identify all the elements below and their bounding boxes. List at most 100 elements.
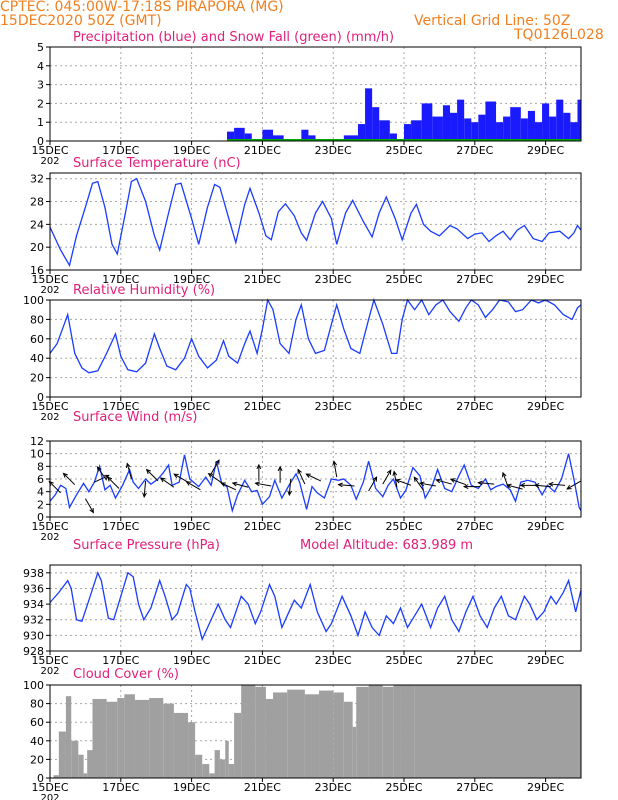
bar-precip: [273, 135, 284, 141]
bar-cloud: [219, 759, 226, 778]
wind-arrow: [173, 473, 189, 483]
bar-precip: [442, 105, 451, 141]
bar-cloud: [382, 686, 394, 778]
bar-precip: [357, 124, 366, 141]
panel-annotation: Model Altitude: 683.989 m: [300, 538, 473, 553]
bar-cloud: [368, 685, 383, 778]
y-tick-label: 1: [37, 116, 44, 129]
x-tick-label: 17DEC: [102, 273, 139, 286]
wind-arrow: [337, 482, 355, 488]
wind-arrow: [145, 468, 159, 482]
bar-cloud: [234, 712, 242, 778]
x-tick-label: 19DEC: [173, 781, 210, 794]
wind-arrow: [125, 462, 132, 480]
x-year-label: 202: [40, 666, 59, 677]
wind-arrow: [382, 469, 392, 485]
panel-title: Surface Temperature (nC): [73, 156, 241, 171]
wind-arrow: [477, 480, 495, 486]
wind-arrow: [106, 476, 120, 489]
wind-arrow: [449, 478, 467, 486]
bar-cloud: [195, 754, 203, 778]
x-tick-label: 19DEC: [173, 520, 210, 533]
x-tick-label: 27DEC: [456, 520, 493, 533]
y-tick-label: 32: [30, 173, 44, 186]
bar-cloud: [225, 740, 229, 778]
bar-cloud: [124, 694, 135, 778]
x-tick-label: 19DEC: [173, 273, 210, 286]
y-tick-label: 0: [37, 135, 44, 148]
bar-cloud: [352, 726, 357, 778]
x-tick-label: 23DEC: [315, 273, 352, 286]
x-year-label: 202: [40, 412, 59, 423]
wind-arrow: [305, 473, 322, 482]
x-tick-label: 25DEC: [385, 144, 422, 157]
bar-precip: [556, 99, 564, 141]
bar-precip: [450, 112, 458, 141]
y-tick-label: 930: [23, 629, 44, 642]
y-tick-label: 16: [30, 264, 44, 277]
x-tick-label: 19DEC: [173, 144, 210, 157]
series-line-pressure: [49, 570, 582, 642]
x-tick-label: 29DEC: [527, 273, 564, 286]
bar-cloud: [214, 750, 220, 778]
panel-title: Surface Wind (m/s): [73, 410, 197, 425]
y-tick-label: 928: [23, 645, 44, 658]
x-tick-label: 29DEC: [527, 520, 564, 533]
x-tick-label: 21DEC: [244, 654, 281, 667]
series-line-humidity: [49, 297, 582, 374]
bar-precip: [496, 122, 504, 141]
wind-arrow: [207, 472, 222, 484]
panel-frame: [49, 564, 582, 652]
x-tick-label: 15DEC: [31, 144, 68, 157]
bar-cloud: [78, 754, 84, 778]
wind-arrow: [519, 482, 537, 488]
bar-cloud: [163, 703, 174, 778]
x-tick-label: 25DEC: [385, 400, 422, 413]
bar-cloud: [241, 685, 256, 778]
bar-cloud: [58, 731, 66, 778]
y-tick-label: 12: [30, 435, 44, 448]
panel-precip: Precipitation (blue) and Snow Fall (gree…: [31, 30, 582, 167]
x-tick-label: 29DEC: [527, 781, 564, 794]
y-tick-label: 936: [23, 582, 44, 595]
bar-cloud: [83, 773, 88, 778]
x-tick-label: 23DEC: [315, 654, 352, 667]
wind-arrow: [413, 476, 424, 491]
y-tick-label: 80: [30, 313, 44, 326]
x-tick-label: 15DEC: [31, 520, 68, 533]
bar-cloud: [356, 686, 369, 778]
bar-precip: [404, 124, 412, 141]
x-year-label: 202: [40, 532, 59, 543]
x-tick-label: 19DEC: [173, 654, 210, 667]
panel-frame: [49, 172, 582, 271]
wind-arrow: [332, 460, 338, 478]
x-tick-label: 21DEC: [244, 144, 281, 157]
wind-arrow: [277, 465, 283, 483]
y-tick-label: 932: [23, 614, 44, 627]
x-tick-label: 17DEC: [102, 400, 139, 413]
panel-title: Precipitation (blue) and Snow Fall (gree…: [73, 30, 394, 45]
wind-arrow: [533, 483, 551, 488]
run-code: TQ0126L028: [514, 27, 604, 43]
x-tick-label: 17DEC: [102, 520, 139, 533]
bar-cloud: [414, 685, 581, 778]
bar-precip: [227, 131, 235, 141]
panel-frame: [49, 684, 582, 779]
bar-cloud: [333, 692, 344, 778]
bar-precip: [534, 122, 543, 141]
x-tick-label: 27DEC: [456, 144, 493, 157]
bar-cloud: [134, 699, 150, 778]
x-tick-label: 27DEC: [456, 781, 493, 794]
panel-temperature: Surface Temperature (nC) 16 20 24 28 32 15DEC 1…: [30, 156, 582, 296]
y-tick-label: 934: [23, 598, 44, 611]
x-tick-label: 23DEC: [315, 144, 352, 157]
series-line-temperature: [49, 177, 582, 268]
series-line-wind: [49, 453, 582, 514]
wind-arrow: [392, 470, 398, 488]
bar-precip: [389, 133, 397, 141]
bar-cloud: [117, 698, 125, 778]
y-tick-label: 938: [23, 567, 44, 580]
x-year-label: 202: [40, 285, 59, 296]
x-tick-label: 27DEC: [456, 654, 493, 667]
